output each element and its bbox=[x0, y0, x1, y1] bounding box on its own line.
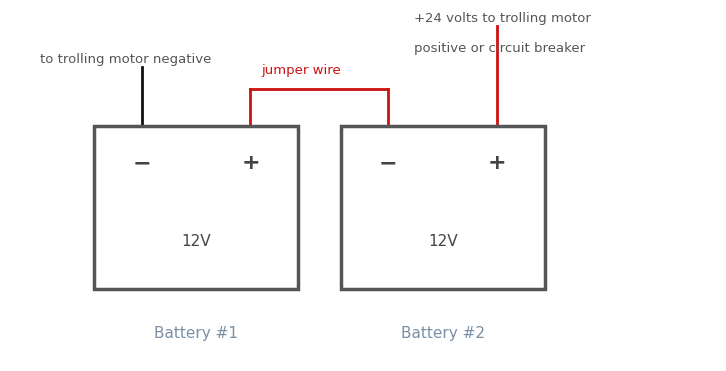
Text: 12V: 12V bbox=[182, 234, 211, 249]
Text: +: + bbox=[241, 153, 260, 173]
Text: Battery #2: Battery #2 bbox=[401, 326, 485, 341]
Text: −: − bbox=[132, 153, 151, 173]
Text: 12V: 12V bbox=[428, 234, 457, 249]
Bar bbox=[94, 126, 298, 289]
Text: Battery #1: Battery #1 bbox=[154, 326, 238, 341]
Text: jumper wire: jumper wire bbox=[261, 64, 341, 77]
Text: −: − bbox=[379, 153, 398, 173]
Bar bbox=[341, 126, 544, 289]
Text: to trolling motor negative: to trolling motor negative bbox=[40, 53, 211, 66]
Text: +24 volts to trolling motor: +24 volts to trolling motor bbox=[414, 12, 591, 25]
Text: +: + bbox=[488, 153, 507, 173]
Text: positive or circuit breaker: positive or circuit breaker bbox=[414, 42, 585, 55]
